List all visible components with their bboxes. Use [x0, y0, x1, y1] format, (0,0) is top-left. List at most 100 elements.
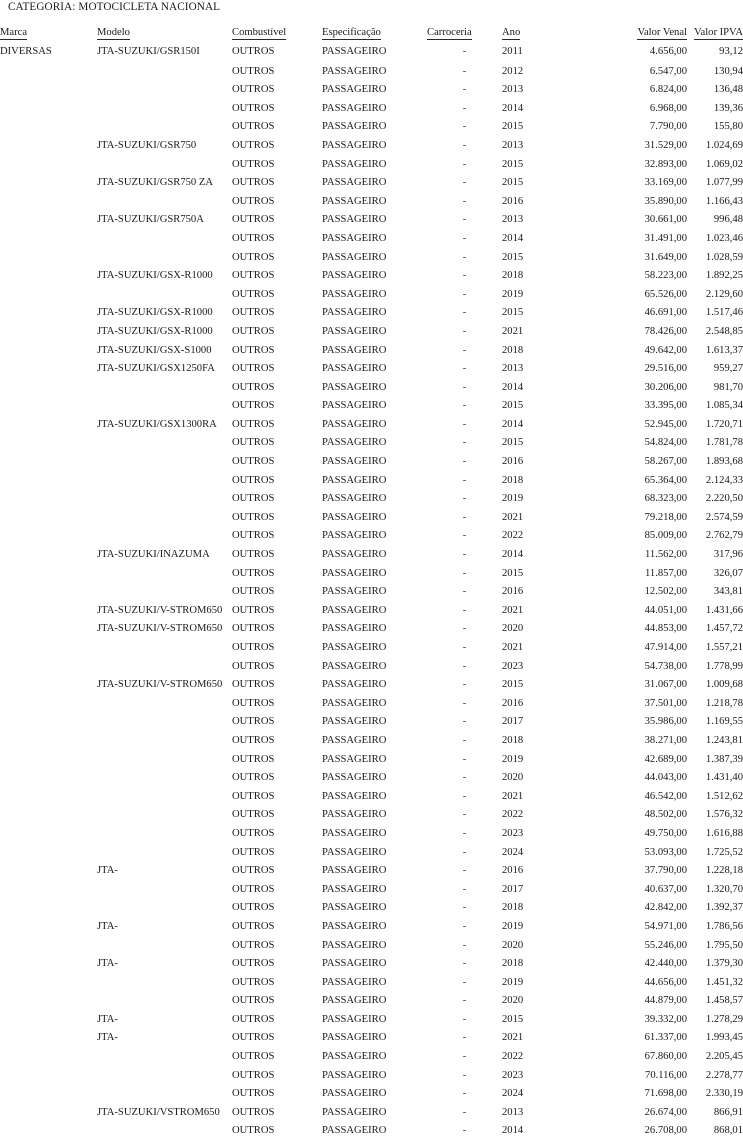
cell-carroceria: - [462, 660, 467, 672]
cell-ano: 2016 [502, 456, 524, 468]
cell-modelo [97, 1122, 232, 1141]
cell-marca [0, 434, 97, 453]
cell-especificacao: PASSAGEIRO [322, 697, 387, 709]
cell-ano: 2020 [502, 995, 524, 1007]
cell-modelo [97, 156, 232, 175]
cell-modelo: JTA-SUZUKI/GSX1250FA [97, 363, 215, 375]
table-row: OUTROS PASSAGEIRO - 2019 65.526,00 2.129,60 [0, 286, 743, 305]
cell-valor-ipva: 1.228,18 [705, 865, 743, 877]
cell-combustivel: OUTROS [232, 827, 275, 839]
cell-valor-venal: 71.698,00 [644, 1088, 687, 1100]
cell-especificacao: PASSAGEIRO [322, 902, 387, 914]
cell-valor-venal: 58.267,00 [644, 456, 687, 468]
cell-marca [0, 769, 97, 788]
cell-valor-ipva: 2.124,33 [705, 474, 743, 486]
table-row: JTA-SUZUKI/GSX-R1000 OUTROS PASSAGEIRO - 201… [0, 304, 743, 323]
cell-valor-ipva: 1.431,40 [705, 772, 743, 784]
table-row: OUTROS PASSAGEIRO - 2024 71.698,00 2.330,19 [0, 1085, 743, 1104]
cell-valor-ipva: 1.795,50 [705, 939, 743, 951]
cell-modelo [97, 453, 232, 472]
cell-modelo: JTA-SUZUKI/GSX-R1000 [97, 325, 213, 337]
table-row: OUTROS PASSAGEIRO - 2016 35.890,00 1.166,43 [0, 193, 743, 212]
cell-valor-venal: 47.914,00 [644, 642, 687, 653]
cell-valor-ipva: 1.517,46 [705, 307, 743, 319]
cell-especificacao: PASSAGEIRO [322, 716, 387, 728]
table-row: OUTROS PASSAGEIRO - 2022 85.009,00 2.762,79 [0, 527, 743, 546]
table-row: JTA-SUZUKI/GSX-S1000 OUTROS PASSAGEIRO - 201… [0, 342, 743, 361]
cell-valor-venal: 30.206,00 [644, 381, 687, 393]
cell-modelo [97, 974, 232, 993]
cell-valor-ipva: 1.243,81 [705, 734, 743, 746]
cell-valor-ipva: 1.392,37 [705, 902, 743, 914]
cell-combustivel: OUTROS [232, 65, 275, 77]
cell-ano: 2022 [502, 530, 524, 542]
cell-especificacao: PASSAGEIRO [322, 920, 387, 932]
cell-valor-venal: 6.968,00 [649, 102, 687, 114]
cell-valor-ipva: 1.431,66 [705, 604, 743, 616]
column-header-modelo: Modelo [97, 24, 232, 43]
cell-ano: 2023 [502, 827, 524, 839]
cell-carroceria: - [462, 567, 467, 579]
cell-combustivel: OUTROS [232, 716, 275, 728]
cell-valor-venal: 54.971,00 [644, 920, 687, 932]
cell-marca [0, 565, 97, 584]
cell-combustivel: OUTROS [232, 883, 275, 895]
cell-combustivel: OUTROS [232, 288, 275, 300]
cell-valor-venal: 53.093,00 [644, 846, 687, 858]
cell-carroceria: - [462, 623, 467, 635]
cell-carroceria: - [462, 734, 467, 746]
cell-combustivel: OUTROS [232, 84, 275, 96]
cell-marca [0, 1104, 97, 1123]
cell-ano: 2019 [502, 920, 524, 932]
cell-marca [0, 137, 97, 156]
cell-ano: 2017 [502, 716, 524, 728]
table-row: OUTROS PASSAGEIRO - 2017 35.986,00 1.169,55 [0, 713, 743, 732]
cell-combustivel: OUTROS [232, 604, 275, 616]
cell-carroceria: - [462, 437, 467, 449]
cell-modelo: JTA-SUZUKI/GSX-S1000 [97, 344, 212, 356]
cell-ano: 2013 [502, 363, 524, 375]
cell-ano: 2019 [502, 288, 524, 300]
cell-combustivel: OUTROS [232, 530, 275, 542]
cell-carroceria: - [462, 1013, 467, 1025]
cell-especificacao: PASSAGEIRO [322, 865, 387, 877]
table-row: JTA-SUZUKI/V-STROM650 OUTROS PASSAGEIRO - 20… [0, 676, 743, 695]
cell-valor-venal: 68.323,00 [644, 493, 687, 505]
cell-especificacao: PASSAGEIRO [322, 456, 387, 468]
cell-especificacao: PASSAGEIRO [322, 46, 387, 58]
cell-especificacao: PASSAGEIRO [322, 232, 387, 244]
cell-valor-venal: 4.656,00 [649, 46, 687, 58]
cell-carroceria: - [462, 753, 467, 765]
cell-marca [0, 881, 97, 900]
cell-marca [0, 713, 97, 732]
cell-marca [0, 174, 97, 193]
cell-modelo [97, 527, 232, 546]
cell-combustivel: OUTROS [232, 865, 275, 877]
cell-carroceria: - [462, 958, 467, 970]
cell-carroceria: - [462, 214, 467, 226]
cell-valor-ipva: 317,96 [713, 549, 743, 561]
table-row: OUTROS PASSAGEIRO - 2023 70.116,00 2.278,77 [0, 1067, 743, 1086]
cell-ano: 2016 [502, 586, 524, 598]
cell-modelo: JTA-SUZUKI/INAZUMA [97, 549, 210, 561]
table-header: Marca Modelo Combustível Especificação C… [0, 24, 743, 43]
cell-carroceria: - [462, 604, 467, 616]
table-row: OUTROS PASSAGEIRO - 2018 38.271,00 1.243,81 [0, 732, 743, 751]
table-row: OUTROS PASSAGEIRO - 2013 6.824,00 136,48 [0, 81, 743, 100]
cell-combustivel: OUTROS [232, 958, 275, 970]
cell-valor-ipva: 1.085,34 [705, 400, 743, 412]
cell-marca [0, 286, 97, 305]
cell-especificacao: PASSAGEIRO [322, 65, 387, 77]
table-row: JTA-SUZUKI/V-STROM650 OUTROS PASSAGEIRO - 20… [0, 602, 743, 621]
cell-marca [0, 676, 97, 695]
table-row: JTA- OUTROS PASSAGEIRO - 2019 54.971,00 1.786,… [0, 918, 743, 937]
cell-marca [0, 81, 97, 100]
cell-combustivel: OUTROS [232, 697, 275, 709]
cell-combustivel: OUTROS [232, 195, 275, 207]
cell-modelo [97, 63, 232, 82]
cell-combustivel: OUTROS [232, 400, 275, 412]
cell-combustivel: OUTROS [232, 270, 275, 282]
table-row: OUTROS PASSAGEIRO - 2024 53.093,00 1.725,52 [0, 844, 743, 863]
cell-combustivel: OUTROS [232, 437, 275, 449]
cell-modelo [97, 397, 232, 416]
